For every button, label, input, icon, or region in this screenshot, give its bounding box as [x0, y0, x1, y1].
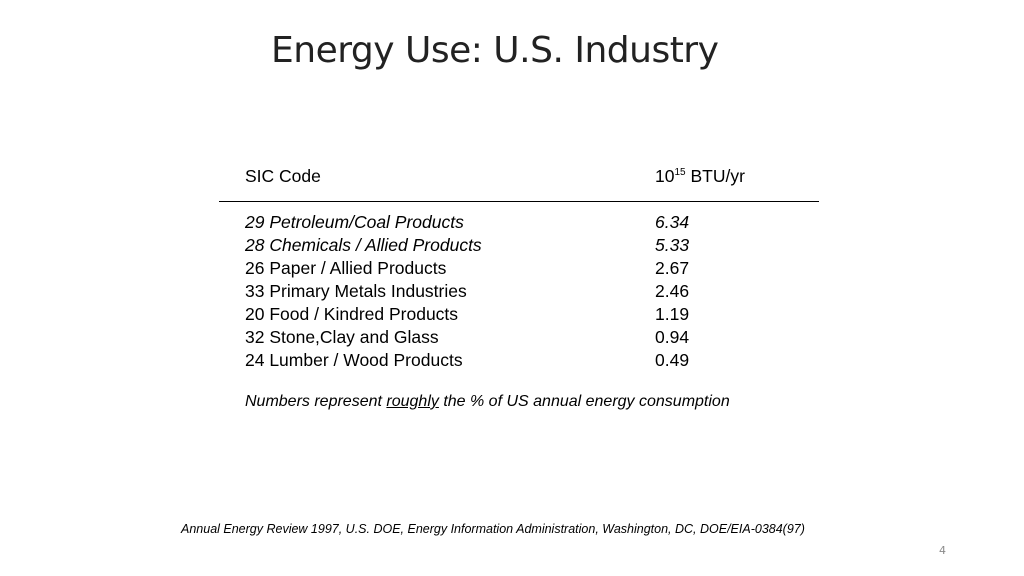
- row-label: 29 Petroleum/Coal Products: [245, 212, 464, 232]
- row-label: 33 Primary Metals Industries: [245, 281, 467, 301]
- row-value: 0.49: [655, 350, 690, 370]
- sic-code-header: SIC Code: [245, 166, 321, 186]
- row-value: 2.67: [655, 258, 690, 278]
- row-label: 32 Stone,Clay and Glass: [245, 327, 439, 347]
- source-citation: Annual Energy Review 1997, U.S. DOE, Ene…: [181, 522, 805, 536]
- table-row: 20 Food / Kindred Products 1.19: [219, 303, 819, 326]
- btu-header: 1015 BTU/yr: [655, 164, 745, 188]
- page-number: 4: [939, 544, 946, 557]
- btu-header-exponent: 15: [674, 167, 686, 179]
- footnote-after: the % of US annual energy consumption: [438, 393, 730, 410]
- row-value: 0.94: [655, 327, 690, 347]
- table-header: SIC Code 1015 BTU/yr: [219, 164, 819, 188]
- row-label: 20 Food / Kindred Products: [245, 304, 459, 324]
- footnote-emphasis: roughly: [386, 393, 439, 410]
- row-label: 24 Lumber / Wood Products: [245, 350, 463, 370]
- footnote-before: Numbers represent: [245, 393, 387, 410]
- footnote: Numbers represent roughly the % of US an…: [245, 393, 730, 411]
- table-row: 28 Chemicals / Allied Products 5.33: [219, 234, 819, 257]
- table-row: 32 Stone,Clay and Glass 0.94: [219, 326, 819, 349]
- table-row: 26 Paper / Allied Products 2.67: [219, 257, 819, 280]
- energy-table: SIC Code 1015 BTU/yr 29 Petroleum/Coal P…: [219, 164, 819, 372]
- slide-title: Energy Use: U.S. Industry: [271, 30, 719, 71]
- header-divider: [219, 201, 819, 202]
- row-value: 6.34: [655, 212, 690, 232]
- row-label: 26 Paper / Allied Products: [245, 258, 447, 278]
- btu-header-base: 10: [655, 166, 675, 186]
- table-row: 24 Lumber / Wood Products 0.49: [219, 349, 819, 372]
- btu-header-unit: BTU/yr: [685, 166, 745, 186]
- row-value: 5.33: [655, 235, 690, 255]
- row-label: 28 Chemicals / Allied Products: [245, 235, 482, 255]
- table-row: 29 Petroleum/Coal Products 6.34: [219, 211, 819, 234]
- row-value: 2.46: [655, 281, 690, 301]
- table-row: 33 Primary Metals Industries 2.46: [219, 280, 819, 303]
- row-value: 1.19: [655, 304, 690, 324]
